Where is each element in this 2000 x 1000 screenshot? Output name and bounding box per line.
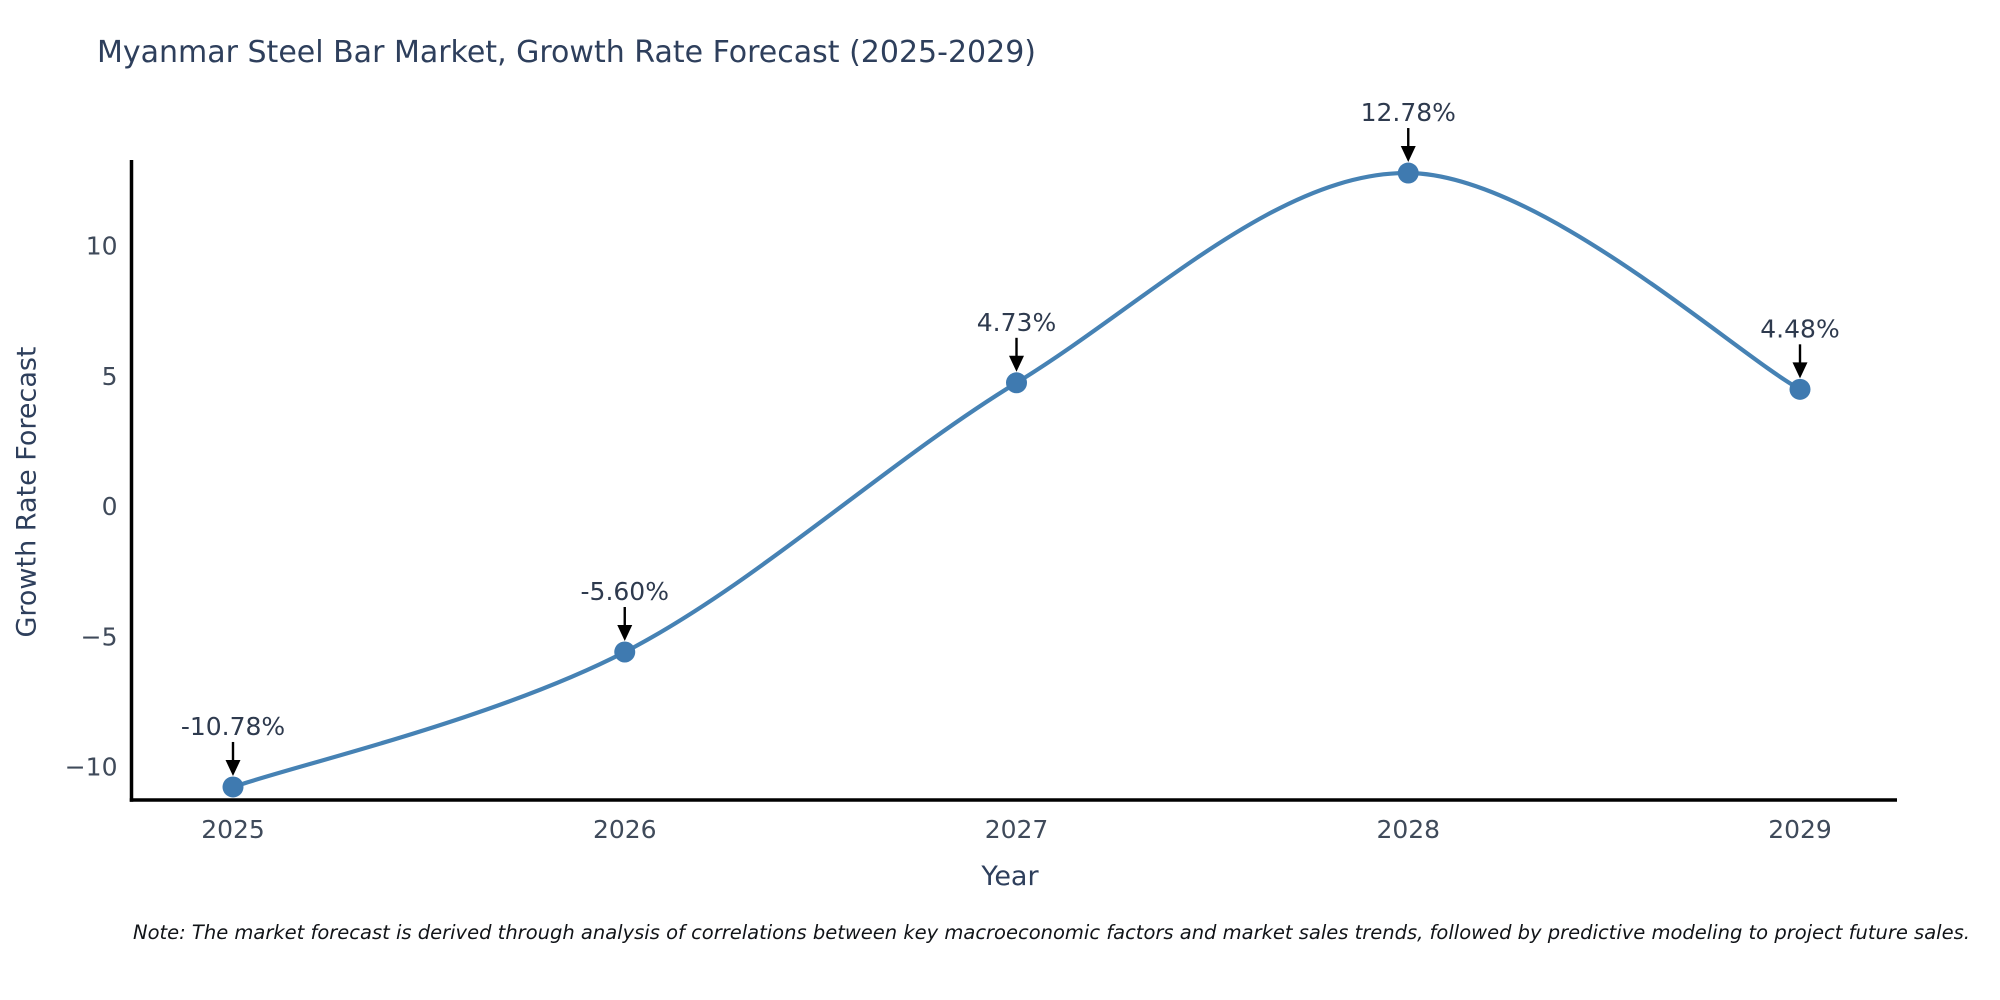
data-point-markers [222, 162, 1811, 798]
x-tick-label: 2027 [985, 815, 1049, 844]
x-tick-label: 2029 [1768, 815, 1832, 844]
point-annotation-label: 12.78% [1361, 98, 1456, 127]
annotation-arrow-head [1400, 146, 1416, 163]
data-point-marker [222, 776, 244, 798]
data-point-marker [1397, 162, 1419, 184]
x-tick-label: 2026 [593, 815, 657, 844]
series-line [230, 170, 1803, 790]
y-tick-label: 10 [86, 231, 118, 260]
annotation-arrow-head [1009, 355, 1024, 372]
y-tick-label: 0 [102, 492, 118, 521]
point-annotations: -10.78% -5.60% 4.73% 12.78% 4.48% [181, 98, 1840, 776]
point-annotation-label: 4.48% [1760, 314, 1839, 343]
footnote: Note: The market forecast is derived thr… [133, 921, 1970, 944]
annotation-arrow-head [617, 624, 633, 641]
data-point-marker [614, 641, 636, 663]
chart-title: Myanmar Steel Bar Market, Growth Rate Fo… [97, 35, 1036, 70]
point-annotation-label: -10.78% [181, 712, 285, 741]
y-tick-label: −10 [65, 753, 118, 782]
y-tick-label: −5 [81, 622, 118, 651]
x-tick-label: 2028 [1376, 815, 1440, 844]
data-point-marker [1006, 372, 1027, 394]
point-annotation-label: 4.73% [977, 308, 1056, 337]
annotation-arrow-head [1792, 362, 1808, 379]
data-point-marker [1789, 378, 1811, 400]
x-axis-ticks: 2025 2026 2027 2028 2029 [201, 815, 1832, 844]
x-axis-title: Year [981, 861, 1039, 892]
y-tick-label: 5 [102, 362, 118, 391]
x-tick-label: 2025 [201, 815, 265, 844]
point-annotation-label: -5.60% [581, 577, 669, 606]
annotation-arrow-head [225, 759, 241, 776]
y-axis-ticks: 10 5 0 −5 −10 [65, 231, 118, 781]
